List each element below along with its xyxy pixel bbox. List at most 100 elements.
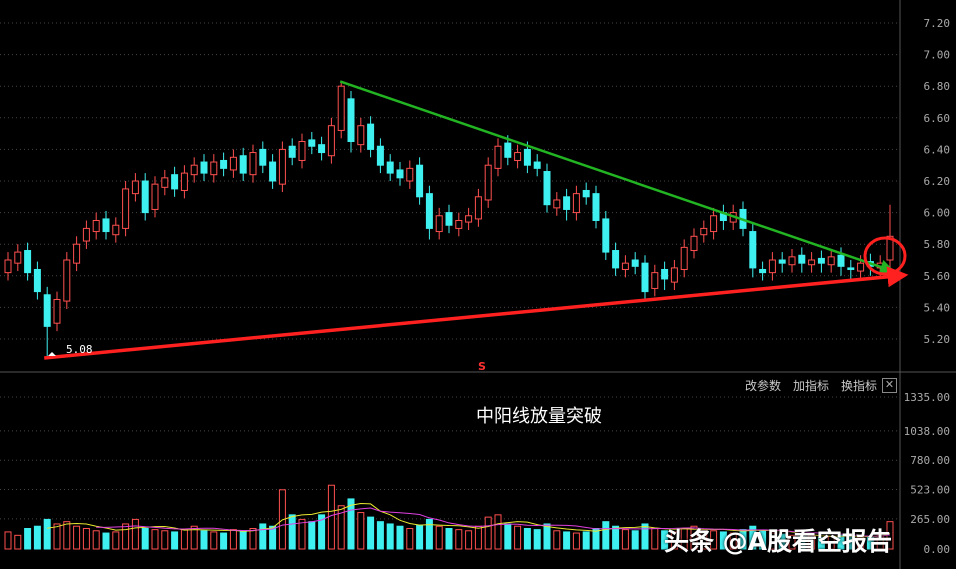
volume-bar (63, 521, 71, 550)
low-price-label: 5.08 (66, 343, 93, 356)
candle-down (386, 161, 394, 174)
candle-up (690, 235, 698, 252)
volume-bar (131, 518, 139, 550)
candle-up (768, 259, 776, 274)
volume-bar (416, 524, 424, 550)
candle-up (63, 259, 71, 302)
candle-up (180, 172, 188, 191)
volume-bar (24, 528, 32, 550)
volume-tick-label: 523.00 (910, 483, 950, 496)
candle-up (229, 156, 237, 171)
price-tick-label: 5.40 (924, 301, 951, 314)
candle-up (406, 167, 414, 182)
candle-up (210, 161, 218, 176)
candle-down (533, 161, 541, 169)
volume-bar (523, 528, 531, 550)
volume-tick-label: 780.00 (910, 454, 950, 467)
volume-bar (435, 525, 443, 550)
candle-down (543, 171, 551, 206)
volume-bar (670, 531, 678, 550)
candle-down (563, 196, 571, 210)
volume-bar (602, 521, 610, 550)
volume-bar (543, 523, 551, 550)
volume-ma-line (96, 507, 891, 537)
candle-down (141, 180, 149, 214)
candle-down (612, 250, 620, 269)
volume-bar (563, 531, 571, 550)
edit-params-button[interactable]: 改参数 (745, 379, 782, 393)
volume-bar (161, 530, 169, 550)
candle-up (621, 262, 629, 270)
price-tick-label: 5.60 (924, 270, 951, 283)
candle-up (484, 164, 492, 201)
volume-bar (53, 523, 61, 550)
candle-up (572, 193, 580, 214)
volume-bar (367, 516, 375, 550)
volume-bar (122, 523, 130, 550)
candle-down (523, 148, 531, 166)
volume-bar (386, 523, 394, 550)
candle-up (788, 256, 796, 266)
candle-up (249, 152, 257, 176)
close-icon[interactable]: ✕ (882, 378, 897, 393)
volume-tick-label: 265.00 (910, 513, 950, 526)
volume-bar (327, 484, 335, 550)
switch-indicator-button[interactable]: 换指标 (841, 379, 878, 393)
candle-down (171, 174, 179, 190)
volume-bar (82, 528, 90, 550)
price-tick-label: 7.20 (924, 17, 951, 30)
candle-down (798, 254, 806, 264)
candle-down (592, 193, 600, 221)
volume-bar (455, 529, 463, 550)
add-indicator-button[interactable]: 加指标 (793, 379, 830, 393)
candle-down (631, 259, 639, 267)
candle-down (288, 145, 296, 158)
volume-bar (4, 531, 12, 550)
volume-bar (249, 528, 257, 550)
candle-up (4, 259, 12, 274)
volume-bar (729, 532, 737, 550)
volume-bar (768, 532, 776, 550)
volume-bar (788, 534, 796, 550)
candle-up (151, 183, 159, 210)
volume-bar (425, 518, 433, 550)
volume-bar (533, 529, 541, 550)
volume-bar (259, 523, 267, 550)
volume-bar (553, 530, 561, 550)
candle-down (759, 268, 767, 274)
candle-up (122, 188, 130, 229)
price-tick-label: 6.20 (924, 175, 951, 188)
candle-up (131, 180, 139, 195)
volume-bar (92, 530, 100, 550)
price-tick-label: 6.60 (924, 112, 951, 125)
candle-up (651, 272, 659, 289)
price-tick-label: 6.80 (924, 80, 951, 93)
volume-bar (876, 534, 884, 550)
candle-down (347, 98, 355, 142)
volume-bar (690, 525, 698, 550)
volume-bar (651, 528, 659, 550)
candle-down (837, 254, 845, 267)
candle-down (33, 268, 41, 293)
chart-annotation: 中阳线放量突破 (476, 406, 602, 427)
candle-down (847, 267, 855, 270)
volume-bar (318, 514, 326, 550)
price-tick-label: 5.80 (924, 238, 951, 251)
volume-bar (504, 523, 512, 550)
candle-up (857, 262, 865, 272)
low-marker-icon (48, 352, 56, 356)
volume-bar (484, 516, 492, 550)
price-tick-label: 6.00 (924, 207, 951, 220)
volume-bar (347, 498, 355, 550)
volume-bar (857, 537, 865, 550)
volume-bar (719, 531, 727, 550)
candle-up (808, 259, 816, 266)
candle-down (602, 218, 610, 253)
volume-bar (190, 525, 198, 550)
volume-bar (73, 525, 81, 550)
candle-up (298, 141, 306, 161)
volume-bar (102, 532, 110, 550)
volume-bar (33, 525, 41, 550)
volume-tick-label: 0.00 (924, 543, 951, 556)
